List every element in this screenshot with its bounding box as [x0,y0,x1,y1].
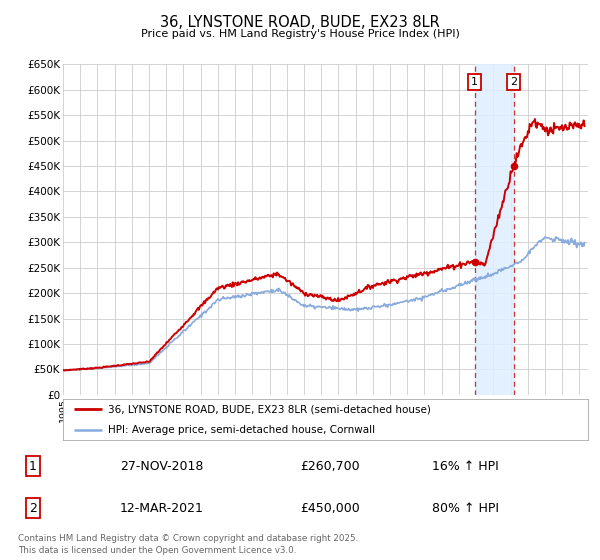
Text: £260,700: £260,700 [300,460,359,473]
Text: Price paid vs. HM Land Registry's House Price Index (HPI): Price paid vs. HM Land Registry's House … [140,29,460,39]
Text: 16% ↑ HPI: 16% ↑ HPI [432,460,499,473]
Text: HPI: Average price, semi-detached house, Cornwall: HPI: Average price, semi-detached house,… [107,424,375,435]
Bar [475,64,514,395]
Text: 2: 2 [510,77,517,87]
Text: 80% ↑ HPI: 80% ↑ HPI [432,502,499,515]
Text: 1: 1 [471,77,478,87]
Text: 27-NOV-2018: 27-NOV-2018 [120,460,203,473]
Text: 36, LYNSTONE ROAD, BUDE, EX23 8LR (semi-detached house): 36, LYNSTONE ROAD, BUDE, EX23 8LR (semi-… [107,404,431,414]
Text: £450,000: £450,000 [300,502,360,515]
Text: 1: 1 [29,460,37,473]
Text: 12-MAR-2021: 12-MAR-2021 [120,502,204,515]
Text: Contains HM Land Registry data © Crown copyright and database right 2025.
This d: Contains HM Land Registry data © Crown c… [18,534,358,556]
Text: 36, LYNSTONE ROAD, BUDE, EX23 8LR: 36, LYNSTONE ROAD, BUDE, EX23 8LR [160,15,440,30]
Text: 2: 2 [29,502,37,515]
